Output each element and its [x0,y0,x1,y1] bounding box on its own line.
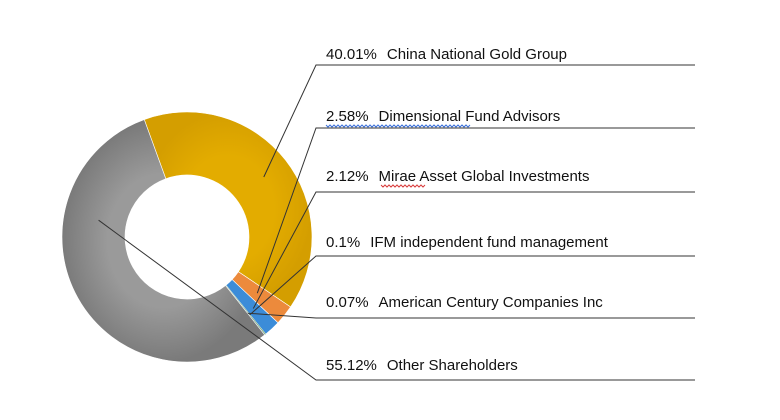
label-group-other-shareholders: 55.12% Other Shareholders [98,219,695,381]
leader-line-china-national-gold-group [263,64,695,178]
slice-name-american-century-companies-inc: American Century Companies Inc [379,294,604,311]
leader-line-american-century-companies-inc [247,312,695,319]
slice-percent-china-national-gold-group: 40.01% [326,46,377,63]
slice-label-american-century-companies-inc: 0.07% American Century Companies Inc [326,294,603,311]
slice-other-shareholders [61,119,266,363]
label-group-china-national-gold-group: 40.01% China National Gold Group [263,46,695,178]
donut-slices [61,111,313,363]
label-group-ifm-independent-fund-management: 0.1% IFM independent fund management [249,234,695,316]
slice-percent-mirae-asset-global-investments: 2.12% [326,168,369,185]
leader-line-mirae-asset-global-investments [252,191,695,309]
slice-percent-ifm-independent-fund-management: 0.1% [326,234,360,251]
slice-percent-american-century-companies-inc: 0.07% [326,294,369,311]
slice-label-ifm-independent-fund-management: 0.1% IFM independent fund management [326,234,609,251]
slice-label-other-shareholders: 55.12% Other Shareholders [326,357,518,374]
label-group-mirae-asset-global-investments: 2.12% Mirae Asset Global Investments [252,168,695,309]
label-group-american-century-companies-inc: 0.07% American Century Companies Inc [247,294,695,319]
slice-label-china-national-gold-group: 40.01% China National Gold Group [326,46,567,63]
slice-percent-other-shareholders: 55.12% [326,357,377,374]
leader-line-dimensional-fund-advisors [256,127,695,294]
slice-label-mirae-asset-global-investments: 2.12% Mirae Asset Global Investments [326,168,589,185]
spellcheck-underline-dimensional [325,124,471,128]
slice-name-ifm-independent-fund-management: IFM independent fund management [370,234,608,251]
slice-name-dimensional-fund-advisors: Dimensional Fund Advisors [379,108,561,125]
slice-name-mirae-asset-global-investments: Mirae Asset Global Investments [379,168,590,185]
leader-line-other-shareholders [98,219,695,381]
label-group-dimensional-fund-advisors: 2.58% Dimensional Fund Advisors [256,108,695,294]
slice-name-china-national-gold-group: China National Gold Group [387,46,567,63]
spellcheck-underline-mirae [380,184,426,188]
leader-line-ifm-independent-fund-management [249,255,695,316]
slice-labels: 40.01% China National Gold Group 2.58% Dime… [98,46,695,381]
slice-percent-dimensional-fund-advisors: 2.58% [326,108,369,125]
slice-label-dimensional-fund-advisors: 2.58% Dimensional Fund Advisors [326,108,560,125]
slice-name-other-shareholders: Other Shareholders [387,357,518,374]
